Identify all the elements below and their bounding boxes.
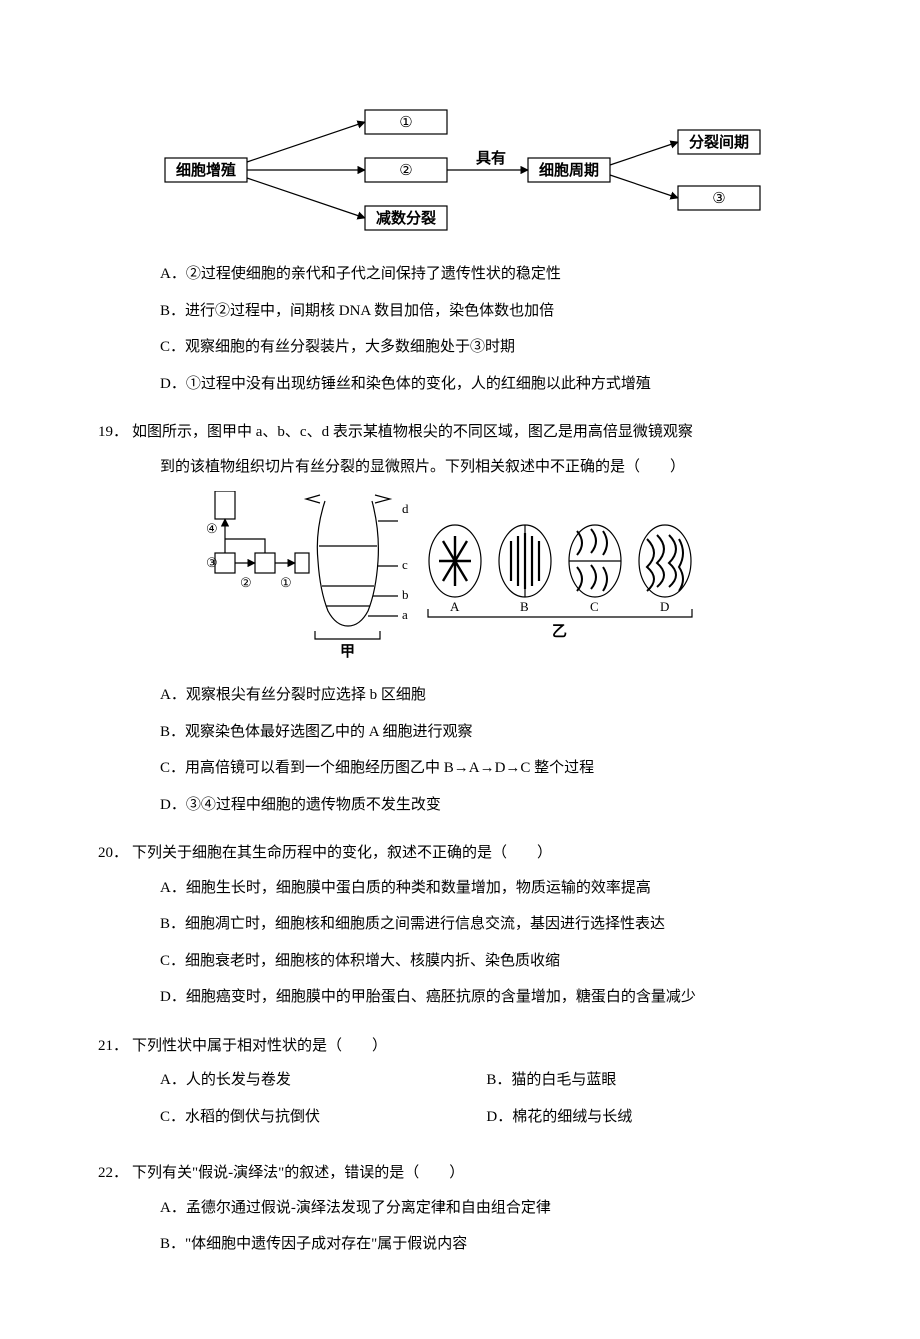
stem-line: 到的该植物组织切片有丝分裂的显微照片。下列相关叙述中不正确的是（ ） xyxy=(160,453,840,482)
option: A．孟德尔通过假说-演绎法发现了分离定律和自由组合定律 xyxy=(160,1194,840,1223)
question-number: 20． xyxy=(80,839,128,868)
option: D．细胞癌变时，细胞膜中的甲胎蛋白、癌胚抗原的含量增加，糖蛋白的含量减少 xyxy=(160,983,840,1012)
q20-stem: 20．下列关于细胞在其生命历程中的变化，叙述不正确的是（ ） xyxy=(80,839,840,868)
cell-d: D xyxy=(660,599,669,614)
svg-text:具有: 具有 xyxy=(476,149,506,167)
svg-text:细胞增殖: 细胞增殖 xyxy=(176,161,236,179)
svg-text:③: ③ xyxy=(712,191,725,207)
q19-options: A．观察根尖有丝分裂时应选择 b 区细胞 B．观察染色体最好选图乙中的 A 细胞… xyxy=(160,681,840,819)
question-number: 21． xyxy=(80,1032,128,1061)
q22-stem: 22．下列有关"假说-演绎法"的叙述，错误的是（ ） xyxy=(80,1159,840,1188)
q21-stem: 21．下列性状中属于相对性状的是（ ） xyxy=(80,1032,840,1061)
option: C．观察细胞的有丝分裂装片，大多数细胞处于③时期 xyxy=(160,333,840,362)
question-number: 19． xyxy=(80,418,128,447)
label-3: ③ xyxy=(206,555,218,570)
label-2: ② xyxy=(240,575,252,590)
option: D．①过程中没有出现纺锤丝和染色体的变化，人的红细胞以此种方式增殖 xyxy=(160,370,840,399)
label-1: ① xyxy=(280,575,292,590)
option: D．③④过程中细胞的遗传物质不发生改变 xyxy=(160,791,840,820)
option: B．细胞凋亡时，细胞核和细胞质之间需进行信息交流，基因进行选择性表达 xyxy=(160,910,840,939)
option: C．细胞衰老时，细胞核的体积增大、核膜内折、染色质收缩 xyxy=(160,947,840,976)
cell-c: C xyxy=(590,599,599,614)
stem-text: 下列有关"假说-演绎法"的叙述，错误的是（ ） xyxy=(132,1165,464,1181)
option: C．用高倍镜可以看到一个细胞经历图乙中 B→A→D→C 整个过程 xyxy=(160,754,840,783)
stem-text: 下列关于细胞在其生命历程中的变化，叙述不正确的是（ ） xyxy=(132,845,552,861)
caption-yi: 乙 xyxy=(552,624,567,640)
q21-options: A．人的长发与卷发 B．猫的白毛与蓝眼 C．水稻的倒伏与抗倒伏 D．棉花的细绒与… xyxy=(160,1066,840,1139)
svg-text:②: ② xyxy=(399,163,412,179)
stem-line: 如图所示，图甲中 a、b、c、d 表示某植物根尖的不同区域，图乙是用高倍显微镜观… xyxy=(132,424,693,440)
option: C．水稻的倒伏与抗倒伏 xyxy=(160,1103,486,1132)
label-b: b xyxy=(402,587,409,602)
svg-text:①: ① xyxy=(399,115,412,131)
svg-text:细胞周期: 细胞周期 xyxy=(539,161,599,179)
label-d: d xyxy=(402,501,409,516)
stem-text: 下列性状中属于相对性状的是（ ） xyxy=(132,1038,387,1054)
q22-options: A．孟德尔通过假说-演绎法发现了分离定律和自由组合定律 B．"体细胞中遗传因子成… xyxy=(160,1194,840,1259)
label-4: ④ xyxy=(206,521,218,536)
option: D．棉花的细绒与长绒 xyxy=(486,1103,812,1132)
option: A．细胞生长时，细胞膜中蛋白质的种类和数量增加，物质运输的效率提高 xyxy=(160,874,840,903)
option: B．"体细胞中遗传因子成对存在"属于假说内容 xyxy=(160,1230,840,1259)
q20-options: A．细胞生长时，细胞膜中蛋白质的种类和数量增加，物质运输的效率提高 B．细胞凋亡… xyxy=(160,874,840,1012)
label-c: c xyxy=(402,557,408,572)
option: A．观察根尖有丝分裂时应选择 b 区细胞 xyxy=(160,681,840,710)
question-number: 22． xyxy=(80,1159,128,1188)
option: A．②过程使细胞的亲代和子代之间保持了遗传性状的稳定性 xyxy=(160,260,840,289)
caption-jia: 甲 xyxy=(340,643,355,660)
root-tip-mitosis-diagram: d c b a ④ ③ ② ① A B C D 甲 乙 xyxy=(200,491,720,661)
svg-text:减数分裂: 减数分裂 xyxy=(376,209,436,227)
cell-a: A xyxy=(450,599,460,614)
cell-b: B xyxy=(520,599,529,614)
svg-text:分裂间期: 分裂间期 xyxy=(689,133,749,151)
q19-stem: 19．如图所示，图甲中 a、b、c、d 表示某植物根尖的不同区域，图乙是用高倍显… xyxy=(80,418,840,447)
option: A．人的长发与卷发 xyxy=(160,1066,486,1095)
option: B．观察染色体最好选图乙中的 A 细胞进行观察 xyxy=(160,718,840,747)
option: B．猫的白毛与蓝眼 xyxy=(486,1066,812,1095)
cell-proliferation-flowchart: 细胞增殖 ① ② 减数分裂 具有细胞周期 分裂间期 ③ xyxy=(150,100,770,240)
q18-options: A．②过程使细胞的亲代和子代之间保持了遗传性状的稳定性 B．进行②过程中，间期核… xyxy=(160,260,840,398)
option: B．进行②过程中，间期核 DNA 数目加倍，染色体数也加倍 xyxy=(160,297,840,326)
label-a: a xyxy=(402,607,408,622)
